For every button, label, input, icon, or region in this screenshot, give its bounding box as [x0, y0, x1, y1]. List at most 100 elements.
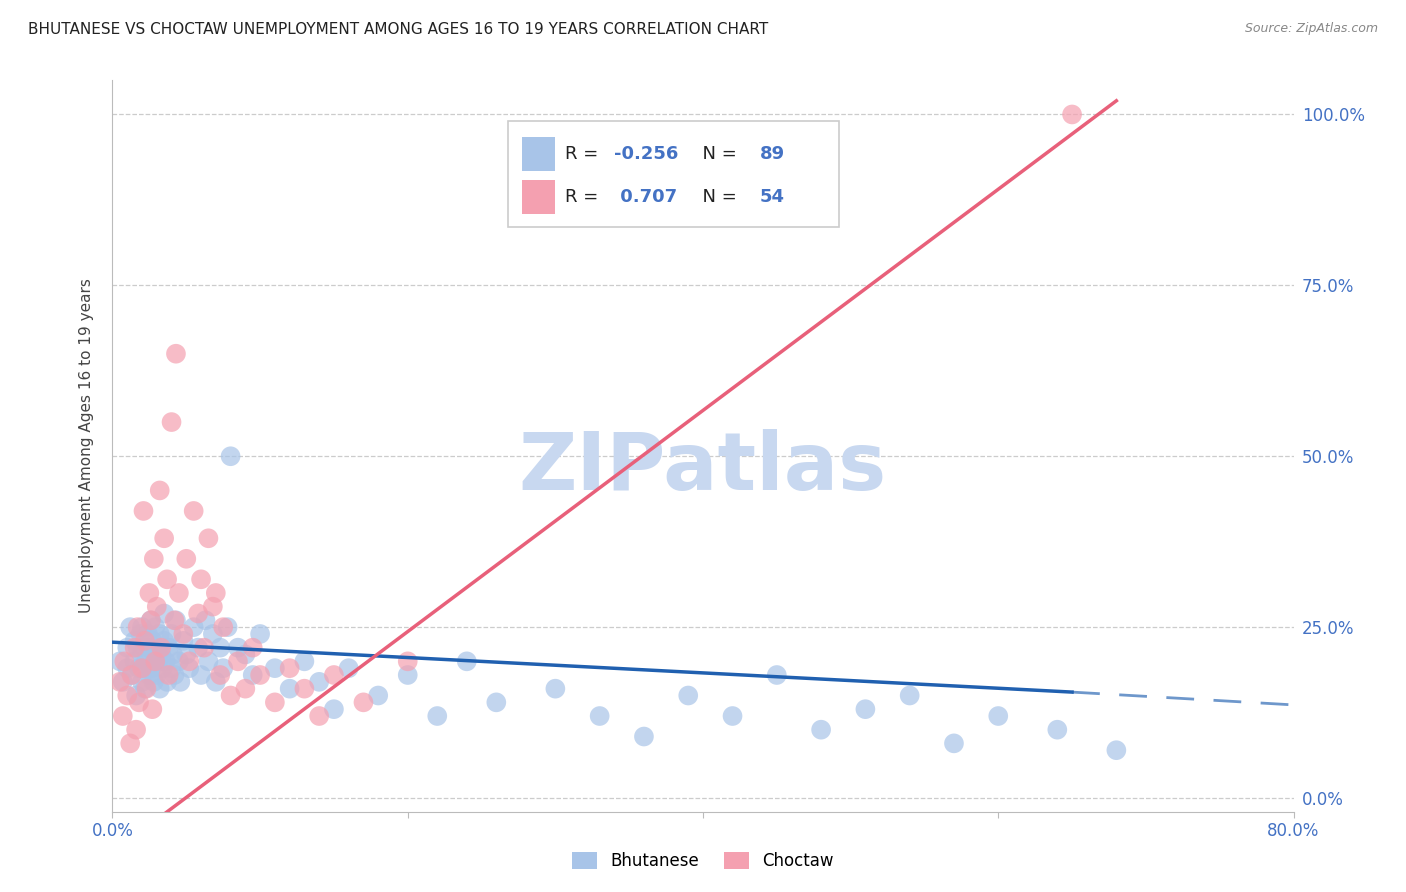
Point: [146, 668, 169, 682]
Point: [337, 661, 360, 675]
Point: [209, 668, 232, 682]
Text: N =: N =: [692, 145, 742, 163]
Point: [1046, 723, 1069, 737]
Point: [149, 483, 172, 498]
Point: [987, 709, 1010, 723]
Point: [146, 599, 169, 614]
Point: [1062, 107, 1084, 121]
Text: Source: ZipAtlas.com: Source: ZipAtlas.com: [1244, 22, 1378, 36]
Point: [249, 668, 271, 682]
Point: [292, 654, 315, 668]
Point: [205, 674, 228, 689]
Text: 54: 54: [759, 188, 785, 206]
Point: [165, 347, 187, 361]
Point: [139, 613, 162, 627]
Point: [141, 702, 163, 716]
Point: [323, 668, 346, 682]
Point: [426, 709, 449, 723]
Point: [152, 661, 174, 675]
Point: [292, 681, 315, 696]
Point: [131, 674, 153, 689]
Point: [139, 661, 162, 675]
Point: [142, 648, 165, 662]
Point: [134, 681, 156, 696]
Point: [111, 674, 134, 689]
Point: [174, 551, 197, 566]
Point: [153, 531, 176, 545]
Text: 89: 89: [759, 145, 785, 163]
Point: [264, 695, 287, 709]
Point: [855, 702, 877, 716]
Point: [226, 640, 249, 655]
Point: [160, 415, 183, 429]
Point: [120, 620, 142, 634]
Point: [131, 648, 153, 662]
Point: [117, 640, 138, 655]
Point: [169, 674, 191, 689]
Point: [544, 681, 567, 696]
Point: [160, 627, 183, 641]
Point: [396, 654, 419, 668]
Text: N =: N =: [692, 188, 742, 206]
Point: [135, 654, 157, 668]
Point: [129, 627, 152, 641]
Point: [278, 661, 301, 675]
Point: [205, 586, 228, 600]
Point: [233, 648, 256, 662]
Point: [136, 627, 159, 641]
Point: [117, 661, 138, 675]
Point: [212, 620, 235, 634]
Point: [167, 654, 190, 668]
Point: [157, 640, 180, 655]
Point: [172, 633, 194, 648]
Text: BHUTANESE VS CHOCTAW UNEMPLOYMENT AMONG AGES 16 TO 19 YEARS CORRELATION CHART: BHUTANESE VS CHOCTAW UNEMPLOYMENT AMONG …: [28, 22, 768, 37]
Y-axis label: Unemployment Among Ages 16 to 19 years: Unemployment Among Ages 16 to 19 years: [79, 278, 94, 614]
Point: [197, 654, 219, 668]
Point: [766, 668, 789, 682]
Point: [179, 654, 201, 668]
Point: [138, 640, 160, 655]
Point: [898, 689, 921, 703]
Point: [226, 654, 249, 668]
Point: [721, 709, 744, 723]
Point: [1105, 743, 1128, 757]
Point: [143, 620, 166, 634]
Point: [197, 531, 219, 545]
Point: [128, 695, 150, 709]
Point: [183, 504, 205, 518]
Point: [148, 654, 170, 668]
Point: [128, 661, 150, 675]
Point: [323, 702, 346, 716]
Point: [131, 661, 153, 675]
Point: [157, 668, 180, 682]
Point: [141, 633, 163, 648]
Point: [219, 449, 242, 463]
Point: [183, 620, 205, 634]
Point: [121, 668, 143, 682]
Point: [156, 572, 179, 586]
Point: [120, 736, 142, 750]
Point: [134, 633, 156, 648]
Point: [212, 661, 235, 675]
Point: [278, 681, 301, 696]
Text: R =: R =: [565, 145, 603, 163]
Point: [135, 681, 157, 696]
Point: [125, 723, 148, 737]
Point: [150, 640, 173, 655]
Point: [146, 640, 169, 655]
Point: [138, 668, 160, 682]
Point: [108, 654, 131, 668]
Text: R =: R =: [565, 188, 603, 206]
Point: [139, 613, 162, 627]
Point: [219, 689, 242, 703]
Point: [124, 633, 146, 648]
Point: [209, 640, 232, 655]
Point: [138, 586, 160, 600]
Point: [142, 551, 165, 566]
Point: [153, 607, 176, 621]
Point: [163, 668, 186, 682]
Point: [163, 613, 186, 627]
Point: [111, 709, 134, 723]
Point: [124, 654, 146, 668]
Legend: Bhutanese, Choctaw: Bhutanese, Choctaw: [565, 845, 841, 877]
